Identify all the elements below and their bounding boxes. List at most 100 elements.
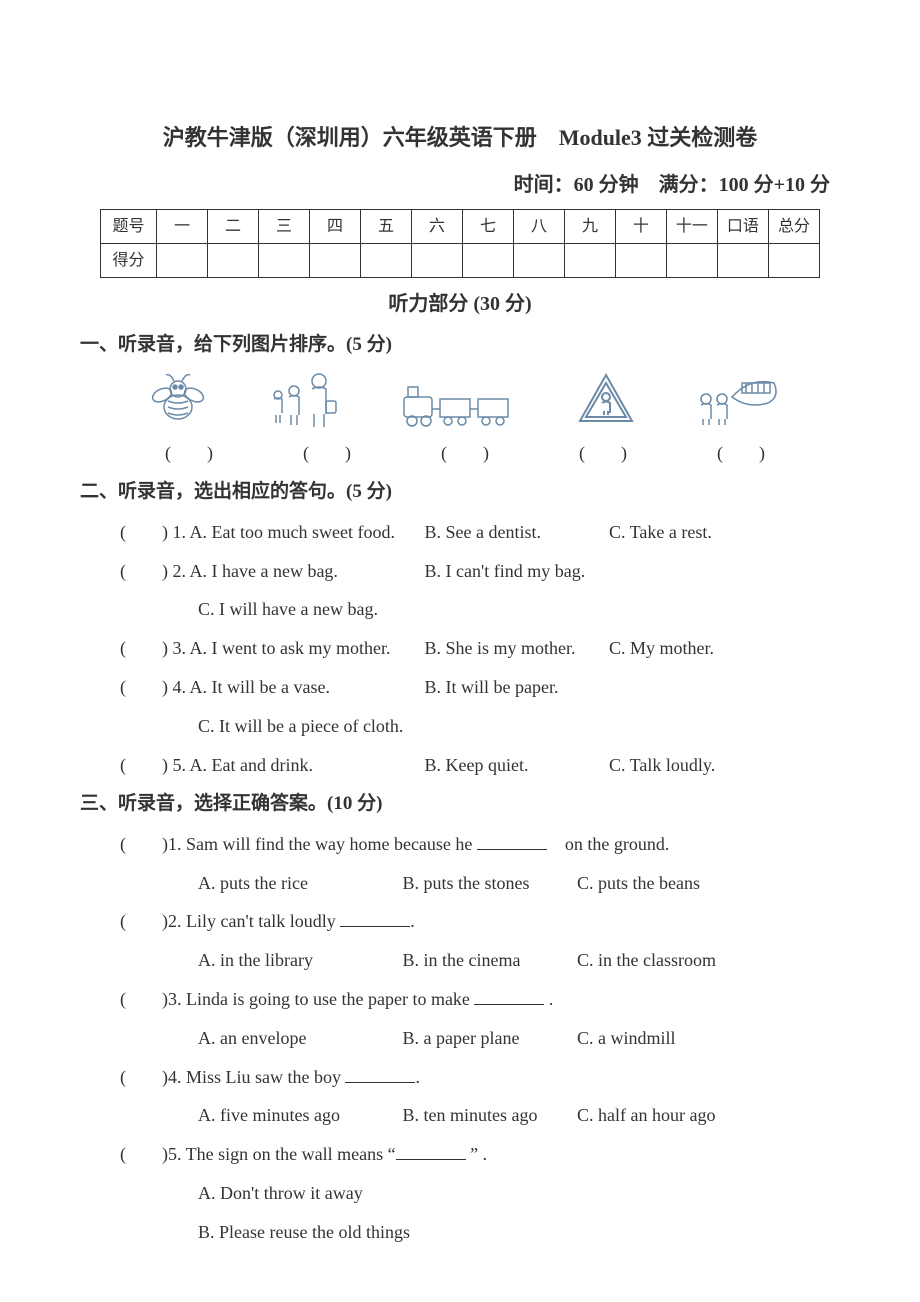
opt-b: B. It will be paper. xyxy=(425,673,559,702)
triangle-sign-icon xyxy=(576,369,636,435)
opt-c: C. in the classroom xyxy=(577,946,716,975)
q-pre: ( )1. Sam will find the way home because… xyxy=(120,834,477,854)
cell xyxy=(462,244,513,278)
family-icon xyxy=(264,369,344,435)
table-row: 得分 xyxy=(101,244,820,278)
paren: ( ) xyxy=(717,439,765,468)
cell xyxy=(615,244,666,278)
s3-q2-opts: A. in the library B. in the cinema C. in… xyxy=(80,946,840,975)
cell xyxy=(666,244,717,278)
s2-q4-c: C. It will be a piece of cloth. xyxy=(80,712,840,741)
opt-a: ( ) 1. A. Eat too much sweet food. xyxy=(120,518,420,547)
s3-q2: ( )2. Lily can't talk loudly . xyxy=(80,907,840,936)
s3-q5-opt-a: A. Don't throw it away xyxy=(80,1179,840,1208)
cell xyxy=(768,244,819,278)
opt-b: B. in the cinema xyxy=(403,946,573,975)
paren: ( ) xyxy=(303,439,351,468)
opt-a: A. five minutes ago xyxy=(198,1101,398,1130)
blank xyxy=(396,1142,466,1160)
q-pre: ( )4. Miss Liu saw the boy xyxy=(120,1067,345,1087)
blank xyxy=(477,832,547,850)
opt-a: ( ) 4. A. It will be a vase. xyxy=(120,673,420,702)
cell: 四 xyxy=(310,210,361,244)
q-pre: ( )5. The sign on the wall means “ xyxy=(120,1144,396,1164)
score-table: 题号 一 二 三 四 五 六 七 八 九 十 十一 口语 总分 得分 xyxy=(100,209,820,278)
q-post: . xyxy=(544,989,553,1009)
cell xyxy=(157,244,208,278)
kids-school-icon xyxy=(692,369,782,435)
opt-b: B. I can't find my bag. xyxy=(425,557,586,586)
cell: 口语 xyxy=(717,210,768,244)
cell xyxy=(513,244,564,278)
train-icon xyxy=(400,379,520,435)
cell: 六 xyxy=(412,210,463,244)
section1-heading: 一、听录音，给下列图片排序。(5 分) xyxy=(80,330,840,360)
s3-q1-opts: A. puts the rice B. puts the stones C. p… xyxy=(80,869,840,898)
section2-heading: 二、听录音，选出相应的答句。(5 分) xyxy=(80,477,840,507)
opt-a: A. in the library xyxy=(198,946,398,975)
opt-b: B. puts the stones xyxy=(403,869,573,898)
cell: 三 xyxy=(259,210,310,244)
opt-b: B. ten minutes ago xyxy=(403,1101,573,1130)
cell: 七 xyxy=(462,210,513,244)
section3-heading: 三、听录音，选择正确答案。(10 分) xyxy=(80,789,840,819)
opt-c: C. half an hour ago xyxy=(577,1101,715,1130)
opt-a: A. puts the rice xyxy=(198,869,398,898)
s3-q4-opts: A. five minutes ago B. ten minutes ago C… xyxy=(80,1101,840,1130)
paren: ( ) xyxy=(165,439,213,468)
paren: ( ) xyxy=(441,439,489,468)
opt-c: C. My mother. xyxy=(609,634,714,663)
blank xyxy=(474,987,544,1005)
cell: 总分 xyxy=(768,210,819,244)
s2-q2: ( ) 2. A. I have a new bag. B. I can't f… xyxy=(80,557,840,586)
listening-header: 听力部分 (30 分) xyxy=(80,288,840,320)
q-pre: ( )2. Lily can't talk loudly xyxy=(120,911,340,931)
exam-subtitle: 时间：60 分钟 满分：100 分+10 分 xyxy=(80,169,840,201)
cell xyxy=(361,244,412,278)
cell: 一 xyxy=(157,210,208,244)
s3-q3: ( )3. Linda is going to use the paper to… xyxy=(80,985,840,1014)
cell xyxy=(412,244,463,278)
s2-q3: ( ) 3. A. I went to ask my mother. B. Sh… xyxy=(80,634,840,663)
opt-b: B. She is my mother. xyxy=(425,634,605,663)
cell xyxy=(717,244,768,278)
cell: 得分 xyxy=(101,244,157,278)
s3-q4: ( )4. Miss Liu saw the boy . xyxy=(80,1063,840,1092)
opt-c: C. Take a rest. xyxy=(609,518,712,547)
cell xyxy=(564,244,615,278)
cell: 十一 xyxy=(666,210,717,244)
table-row: 题号 一 二 三 四 五 六 七 八 九 十 十一 口语 总分 xyxy=(101,210,820,244)
cell: 九 xyxy=(564,210,615,244)
s2-q5: ( ) 5. A. Eat and drink. B. Keep quiet. … xyxy=(80,751,840,780)
s2-q4: ( ) 4. A. It will be a vase. B. It will … xyxy=(80,673,840,702)
opt-b: B. Keep quiet. xyxy=(425,751,605,780)
s2-q1: ( ) 1. A. Eat too much sweet food. B. Se… xyxy=(80,518,840,547)
cell: 题号 xyxy=(101,210,157,244)
cell xyxy=(310,244,361,278)
s3-q3-opts: A. an envelope B. a paper plane C. a win… xyxy=(80,1024,840,1053)
opt-c: C. puts the beans xyxy=(577,869,700,898)
cell: 二 xyxy=(208,210,259,244)
cell: 十 xyxy=(615,210,666,244)
paren: ( ) xyxy=(579,439,627,468)
q-post: ” . xyxy=(466,1144,488,1164)
opt-a: ( ) 2. A. I have a new bag. xyxy=(120,557,420,586)
paren-row: ( ) ( ) ( ) ( ) ( ) xyxy=(80,439,840,468)
opt-c: C. a windmill xyxy=(577,1024,676,1053)
opt-a: ( ) 5. A. Eat and drink. xyxy=(120,751,420,780)
cell: 五 xyxy=(361,210,412,244)
s3-q5-opt-b: B. Please reuse the old things xyxy=(80,1218,840,1247)
image-row xyxy=(80,369,840,435)
q-pre: ( )3. Linda is going to use the paper to… xyxy=(120,989,474,1009)
blank xyxy=(345,1065,415,1083)
q-post: . xyxy=(415,1067,420,1087)
exam-title: 沪教牛津版（深圳用）六年级英语下册 Module3 过关检测卷 xyxy=(80,120,840,155)
blank xyxy=(340,909,410,927)
cell: 八 xyxy=(513,210,564,244)
opt-c: C. Talk loudly. xyxy=(609,751,715,780)
cell xyxy=(259,244,310,278)
s3-q1: ( )1. Sam will find the way home because… xyxy=(80,830,840,859)
opt-b: B. a paper plane xyxy=(403,1024,573,1053)
opt-b: B. See a dentist. xyxy=(425,518,605,547)
q-post: . xyxy=(410,911,415,931)
